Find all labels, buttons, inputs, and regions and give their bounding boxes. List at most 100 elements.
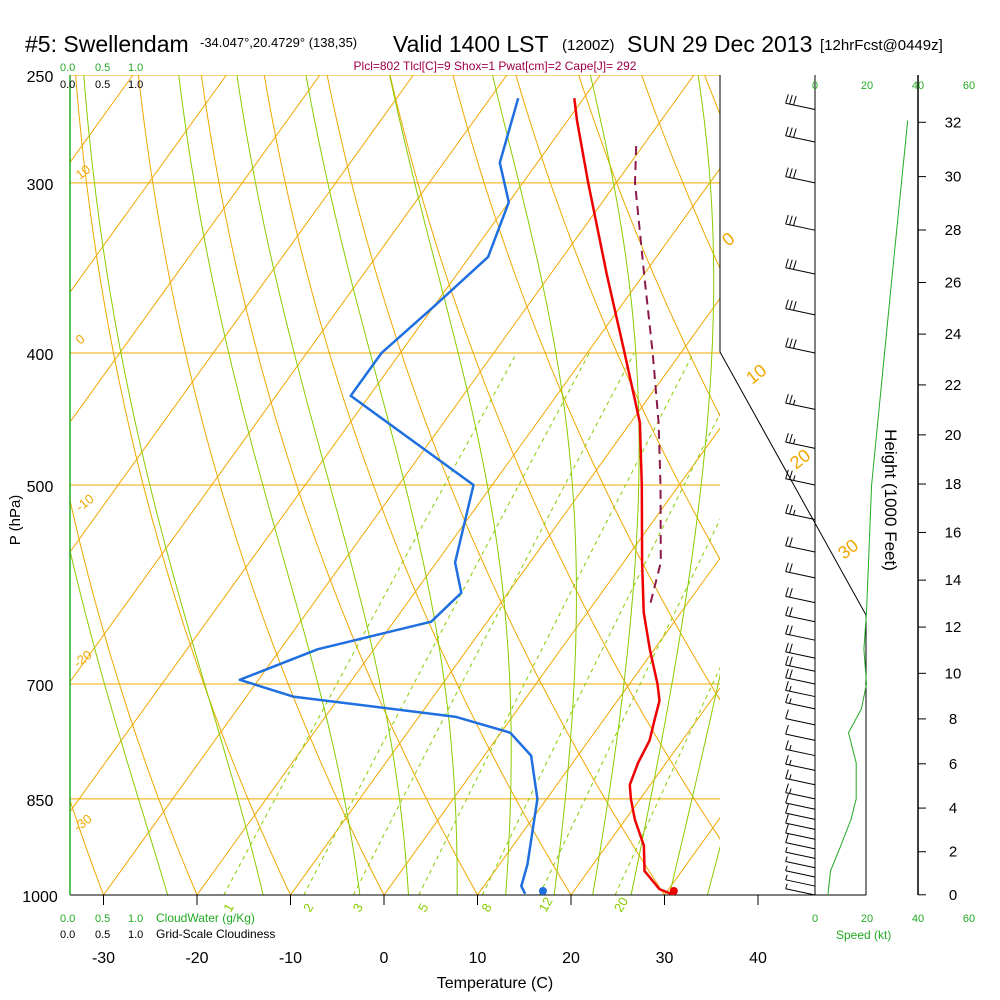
mixing-ratio-line	[539, 518, 720, 895]
parcel-trace	[634, 141, 662, 603]
x-tick-label: -30	[92, 950, 115, 967]
wind-barb	[785, 655, 816, 672]
wind-barb	[785, 725, 816, 741]
dry-adiabat	[200, 75, 479, 895]
wind-barb	[785, 865, 816, 878]
bottom-speed-tick-2: 40	[912, 913, 924, 925]
dry-adiabat	[758, 51, 1000, 924]
x-tick-label: 10	[469, 950, 487, 967]
wind-barb	[785, 833, 816, 850]
isotherm-label: 20	[786, 445, 814, 473]
isotherm-label: 10	[73, 162, 94, 183]
dry-adiabat	[820, 51, 1000, 924]
isotherm	[196, 167, 720, 895]
isotherm	[70, 75, 508, 683]
wind-barb	[785, 783, 816, 800]
surface-temperature-marker	[669, 887, 678, 895]
wind-barb	[785, 258, 816, 275]
zulu-time: (1200Z)	[562, 37, 615, 54]
wind-barb	[785, 709, 816, 726]
forecast-label: [12hrFcst@0449z]	[820, 37, 943, 54]
wind-barb	[785, 433, 816, 449]
dry-adiabat	[389, 75, 720, 840]
cloudiness-label: Grid-Scale Cloudiness	[156, 927, 275, 941]
isotherm	[383, 427, 720, 895]
top-cloudwater-tick-1: 0.5	[95, 62, 110, 74]
moist-adiabat	[236, 75, 410, 895]
valid-time: Valid 1400 LST	[393, 31, 549, 57]
speed-axis-label: Speed (kt)	[836, 928, 891, 942]
mixing-ratio-line	[418, 352, 694, 895]
bottom-cloudiness-tick-1: 0.5	[95, 929, 110, 941]
height-tick-label: 12	[945, 619, 962, 636]
dry-adiabat	[515, 75, 720, 561]
bottom-cloudwater-tick-2: 1.0	[128, 913, 143, 925]
wind-barb	[785, 562, 816, 579]
wind-barb	[785, 804, 816, 820]
height-tick-label: 18	[945, 476, 962, 493]
x-axis-title: Temperature (C)	[437, 975, 553, 992]
x-tick-label: -10	[279, 950, 302, 967]
height-tick-label: 28	[945, 222, 962, 239]
moist-adiabat	[492, 75, 577, 895]
pressure-label: 850	[27, 793, 54, 810]
height-tick-label: 0	[949, 887, 957, 904]
wind-barb	[785, 754, 816, 771]
surface-dewpoint-marker	[538, 887, 547, 895]
wind-barb	[785, 394, 816, 410]
dry-adiabat	[70, 798, 105, 895]
moist-adiabat	[70, 548, 169, 895]
wind-barb	[785, 624, 816, 641]
mixing-ratio-label: 12	[535, 894, 555, 914]
wind-barb	[785, 740, 816, 757]
height-tick-label: 4	[949, 800, 957, 817]
station-title: #5: Swellendam	[25, 31, 189, 57]
dry-adiabat	[0, 51, 20, 924]
wind-barb	[785, 214, 816, 231]
height-tick-label: 20	[945, 427, 962, 444]
x-tick-label: -20	[185, 950, 208, 967]
height-tick-label: 26	[945, 275, 962, 292]
isotherm-label: 30	[834, 535, 862, 563]
height-tick-label: 10	[945, 665, 962, 682]
mixing-ratio-line	[481, 412, 720, 895]
indices-line: Plcl=802 Tlcl[C]=9 Shox=1 Pwat[cm]=2 Cap…	[354, 59, 637, 73]
moist-adiabat	[389, 75, 512, 895]
wind-barb	[785, 94, 816, 110]
top-cloudwater-tick-0: 0.0	[60, 62, 75, 74]
pressure-label: 1000	[22, 889, 58, 906]
isotherm	[852, 75, 1000, 895]
isotherm	[70, 75, 414, 553]
mixing-ratio-line	[352, 352, 635, 895]
moist-adiabat	[668, 673, 720, 895]
mixing-ratio-label: 5	[415, 901, 432, 915]
wind-barb	[785, 504, 816, 520]
mixing-ratio-label: 2	[300, 901, 317, 915]
height-tick-label: 30	[945, 169, 962, 186]
height-tick-label: 32	[945, 114, 962, 131]
isotherm	[70, 75, 227, 294]
wind-barb	[785, 769, 816, 786]
wind-barb	[785, 642, 816, 659]
isotherm-label: 10	[742, 360, 770, 388]
pressure-label: 250	[27, 69, 54, 86]
pressure-label: 500	[27, 479, 54, 496]
wind-barb	[785, 793, 816, 810]
top-speed-tick-2: 40	[912, 80, 924, 92]
height-tick-label: 22	[945, 377, 962, 394]
wind-barb	[785, 536, 816, 553]
top-cloudiness-tick-0: 0.0	[60, 79, 75, 91]
dry-adiabat	[263, 75, 572, 895]
moist-adiabat	[630, 75, 715, 895]
x-tick-label: 30	[656, 950, 674, 967]
isotherm	[290, 297, 720, 895]
isotherm	[103, 75, 695, 895]
valid-date: SUN 29 Dec 2013	[627, 31, 812, 57]
top-cloudiness-tick-2: 1.0	[128, 79, 143, 91]
wind-barb	[785, 693, 816, 710]
bottom-cloudwater-tick-0: 0.0	[60, 913, 75, 925]
dry-adiabat	[137, 75, 385, 895]
pressure-label: 700	[27, 678, 54, 695]
wind-barb	[785, 167, 816, 184]
dry-adiabat	[75, 75, 292, 895]
